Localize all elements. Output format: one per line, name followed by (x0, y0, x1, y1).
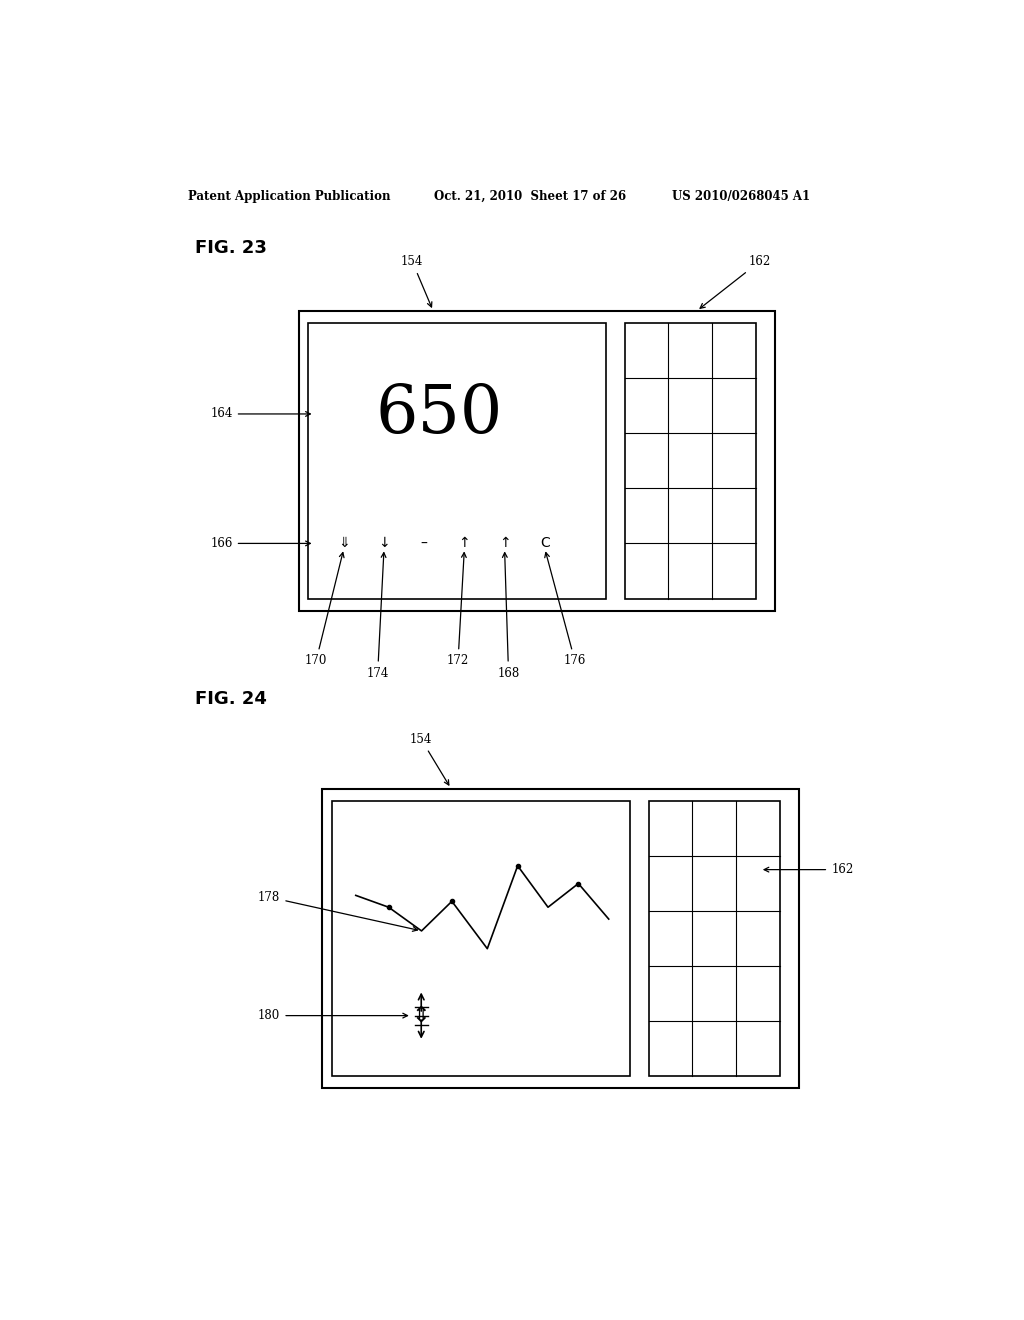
Text: Patent Application Publication: Patent Application Publication (187, 190, 390, 202)
Text: US 2010/0268045 A1: US 2010/0268045 A1 (672, 190, 810, 202)
Text: 162: 162 (700, 255, 771, 309)
Text: ↑: ↑ (459, 536, 470, 550)
Point (443, 891, 460, 912)
Text: 166: 166 (210, 537, 310, 550)
Text: ↓: ↓ (378, 536, 390, 550)
Text: FIG. 23: FIG. 23 (196, 239, 267, 257)
Text: ⇕: ⇕ (412, 1006, 430, 1026)
Text: 180: 180 (258, 1008, 408, 1022)
Text: C: C (540, 536, 550, 550)
Text: 154: 154 (401, 255, 432, 308)
Text: ↑: ↑ (499, 536, 510, 550)
Text: 168: 168 (498, 553, 519, 680)
Bar (323, 788, 799, 1089)
Text: 176: 176 (545, 553, 586, 668)
Text: 164: 164 (210, 408, 310, 421)
Bar (299, 312, 775, 611)
Text: ⇓: ⇓ (338, 536, 349, 550)
Text: 178: 178 (258, 891, 418, 932)
Text: –: – (421, 536, 428, 550)
Text: 162: 162 (764, 863, 853, 876)
Bar (308, 323, 606, 598)
Text: 174: 174 (367, 553, 389, 680)
Text: 154: 154 (410, 733, 449, 785)
Bar (625, 323, 756, 598)
Point (570, 873, 587, 894)
Bar (332, 801, 630, 1076)
Point (381, 896, 397, 917)
Text: FIG. 24: FIG. 24 (196, 690, 267, 708)
Text: 172: 172 (446, 553, 469, 668)
Text: 650: 650 (376, 381, 503, 446)
Text: Oct. 21, 2010  Sheet 17 of 26: Oct. 21, 2010 Sheet 17 of 26 (433, 190, 626, 202)
Text: 170: 170 (305, 553, 344, 668)
Bar (648, 801, 779, 1076)
Point (510, 855, 526, 876)
